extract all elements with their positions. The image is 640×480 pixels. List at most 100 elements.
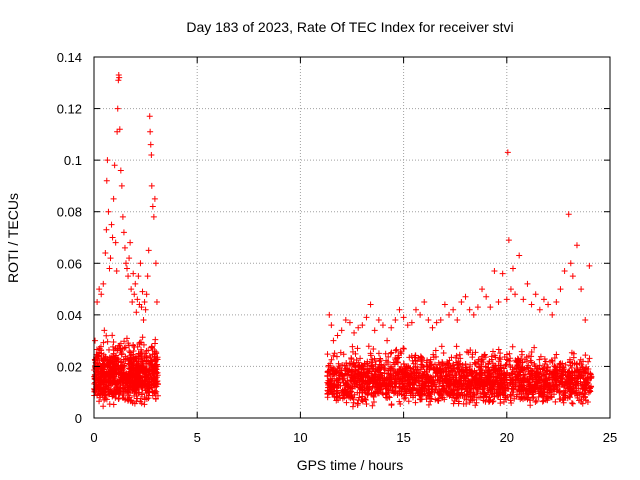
data-point bbox=[367, 350, 374, 357]
data-point bbox=[130, 348, 137, 355]
data-point bbox=[142, 306, 149, 313]
data-point bbox=[382, 376, 389, 383]
data-point bbox=[134, 343, 141, 350]
data-point bbox=[154, 363, 161, 370]
data-point bbox=[379, 322, 386, 329]
data-point bbox=[375, 350, 382, 357]
data-point bbox=[146, 113, 153, 120]
data-point bbox=[495, 346, 502, 353]
data-point bbox=[574, 366, 581, 373]
data-point bbox=[329, 367, 336, 374]
data-point bbox=[472, 382, 479, 389]
data-point bbox=[392, 317, 399, 324]
data-point bbox=[436, 366, 443, 373]
data-point bbox=[370, 346, 377, 353]
data-point bbox=[139, 390, 146, 397]
data-point bbox=[520, 296, 527, 303]
data-point bbox=[94, 298, 101, 305]
data-point bbox=[132, 384, 139, 391]
data-point bbox=[532, 385, 539, 392]
data-point bbox=[586, 262, 593, 269]
data-point bbox=[95, 362, 102, 369]
data-point bbox=[536, 306, 543, 313]
data-point bbox=[331, 350, 338, 357]
data-point bbox=[549, 376, 556, 383]
data-point bbox=[564, 377, 571, 384]
data-point bbox=[132, 280, 139, 287]
data-point bbox=[490, 380, 497, 387]
data-point bbox=[566, 368, 573, 375]
data-point bbox=[355, 359, 362, 366]
data-point bbox=[340, 351, 347, 358]
data-point bbox=[504, 393, 511, 400]
data-point bbox=[118, 182, 125, 189]
data-point bbox=[573, 389, 580, 396]
data-point bbox=[496, 372, 503, 379]
data-point bbox=[328, 356, 335, 363]
data-point bbox=[412, 364, 419, 371]
data-point bbox=[403, 390, 410, 397]
data-point bbox=[110, 338, 117, 345]
data-point bbox=[583, 376, 590, 383]
data-point bbox=[503, 296, 510, 303]
data-point bbox=[582, 365, 589, 372]
data-point bbox=[362, 380, 369, 387]
data-point bbox=[557, 378, 564, 385]
data-point bbox=[525, 379, 532, 386]
data-point bbox=[115, 358, 122, 365]
data-point bbox=[374, 366, 381, 373]
data-point bbox=[368, 362, 375, 369]
data-point bbox=[130, 362, 137, 369]
data-point bbox=[441, 301, 448, 308]
data-point bbox=[500, 398, 507, 405]
data-point bbox=[388, 387, 395, 394]
data-point bbox=[330, 383, 337, 390]
data-point bbox=[466, 399, 473, 406]
data-point bbox=[117, 167, 124, 174]
data-point bbox=[467, 361, 474, 368]
data-point bbox=[149, 392, 156, 399]
data-point bbox=[553, 351, 560, 358]
data-point bbox=[397, 348, 404, 355]
data-point bbox=[100, 403, 107, 410]
data-point bbox=[151, 367, 158, 374]
data-point bbox=[104, 338, 111, 345]
data-point bbox=[523, 354, 530, 361]
data-point bbox=[417, 366, 424, 373]
data-point bbox=[351, 363, 358, 370]
data-point bbox=[514, 355, 521, 362]
data-point bbox=[336, 364, 343, 371]
x-tick-label: 0 bbox=[90, 430, 97, 445]
data-point bbox=[458, 298, 465, 305]
data-point bbox=[416, 382, 423, 389]
data-point bbox=[580, 366, 587, 373]
data-point bbox=[334, 387, 341, 394]
data-point bbox=[377, 381, 384, 388]
data-point bbox=[399, 381, 406, 388]
data-point bbox=[125, 389, 132, 396]
data-point bbox=[427, 356, 434, 363]
data-point bbox=[588, 373, 595, 380]
data-point bbox=[425, 401, 432, 408]
data-point bbox=[577, 356, 584, 363]
data-point bbox=[356, 363, 363, 370]
x-axis-label: GPS time / hours bbox=[297, 457, 404, 473]
data-point bbox=[127, 239, 134, 246]
data-point bbox=[105, 346, 112, 353]
data-point bbox=[559, 360, 566, 367]
data-point bbox=[479, 286, 486, 293]
data-point bbox=[412, 379, 419, 386]
data-point bbox=[104, 360, 111, 367]
data-point bbox=[153, 349, 160, 356]
data-point bbox=[387, 367, 394, 374]
data-point bbox=[510, 388, 517, 395]
data-point bbox=[327, 378, 334, 385]
data-point bbox=[528, 370, 535, 377]
data-point bbox=[120, 378, 127, 385]
data-point bbox=[384, 337, 391, 344]
data-point bbox=[99, 363, 106, 370]
data-point bbox=[348, 366, 355, 373]
data-point bbox=[485, 398, 492, 405]
data-point bbox=[110, 360, 117, 367]
